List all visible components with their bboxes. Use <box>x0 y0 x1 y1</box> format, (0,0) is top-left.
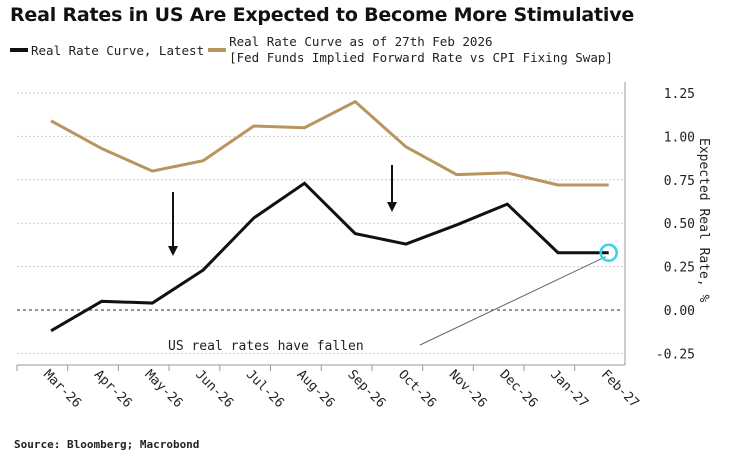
legend-swatch-feb <box>208 48 227 52</box>
y-tick-label: 1.00 <box>664 130 695 145</box>
annotation-text: US real rates have fallen <box>168 339 364 354</box>
x-tick-label: May-26 <box>142 367 186 411</box>
x-tick-label: Sep-26 <box>344 367 388 411</box>
x-tick-label: Oct-26 <box>395 367 439 411</box>
legend-label-latest: Real Rate Curve, Latest <box>31 42 205 58</box>
legend-subtitle: [Fed Funds Implied Forward Rate vs CPI F… <box>229 50 613 65</box>
legend: Real Rate Curve, Latest Real Rate Curve … <box>10 34 613 66</box>
legend-label-feb: Real Rate Curve as of 27th Feb 2026 <box>229 34 493 49</box>
y-axis-label: Expected Real Rate, % <box>696 138 711 303</box>
series-line-latest <box>50 181 609 333</box>
arrow-head <box>168 246 178 256</box>
y-tick-label: 1.25 <box>664 87 695 102</box>
x-tick-label: Nov-26 <box>446 367 490 411</box>
x-tick-label: Aug-26 <box>294 367 338 411</box>
x-tick-label: Jan-27 <box>547 367 591 411</box>
legend-swatch-latest <box>10 48 28 52</box>
y-tick-label: 0.75 <box>664 174 695 189</box>
highlight-circle <box>599 243 618 262</box>
x-tick-label: Mar-26 <box>40 367 84 411</box>
x-tick-label: Apr-26 <box>91 367 135 411</box>
x-tick-label: Dec-26 <box>496 367 540 411</box>
source-note: Source: Bloomberg; Macrobond <box>14 438 200 451</box>
y-tick-label: 0.50 <box>664 217 695 232</box>
annotation-leader-line <box>419 256 606 346</box>
chart-title: Real Rates in US Are Expected to Become … <box>10 4 635 26</box>
y-tick-label: 0.00 <box>664 304 695 319</box>
arrow-head <box>387 202 397 212</box>
series-line-feb-2026 <box>50 99 609 187</box>
x-tick-label: Jun-26 <box>192 367 236 411</box>
y-tick-label: -0.25 <box>656 347 695 362</box>
x-tick-label: Jul-26 <box>243 367 287 411</box>
x-tick-label: Feb-27 <box>598 367 642 411</box>
y-tick-label: 0.25 <box>664 261 695 276</box>
